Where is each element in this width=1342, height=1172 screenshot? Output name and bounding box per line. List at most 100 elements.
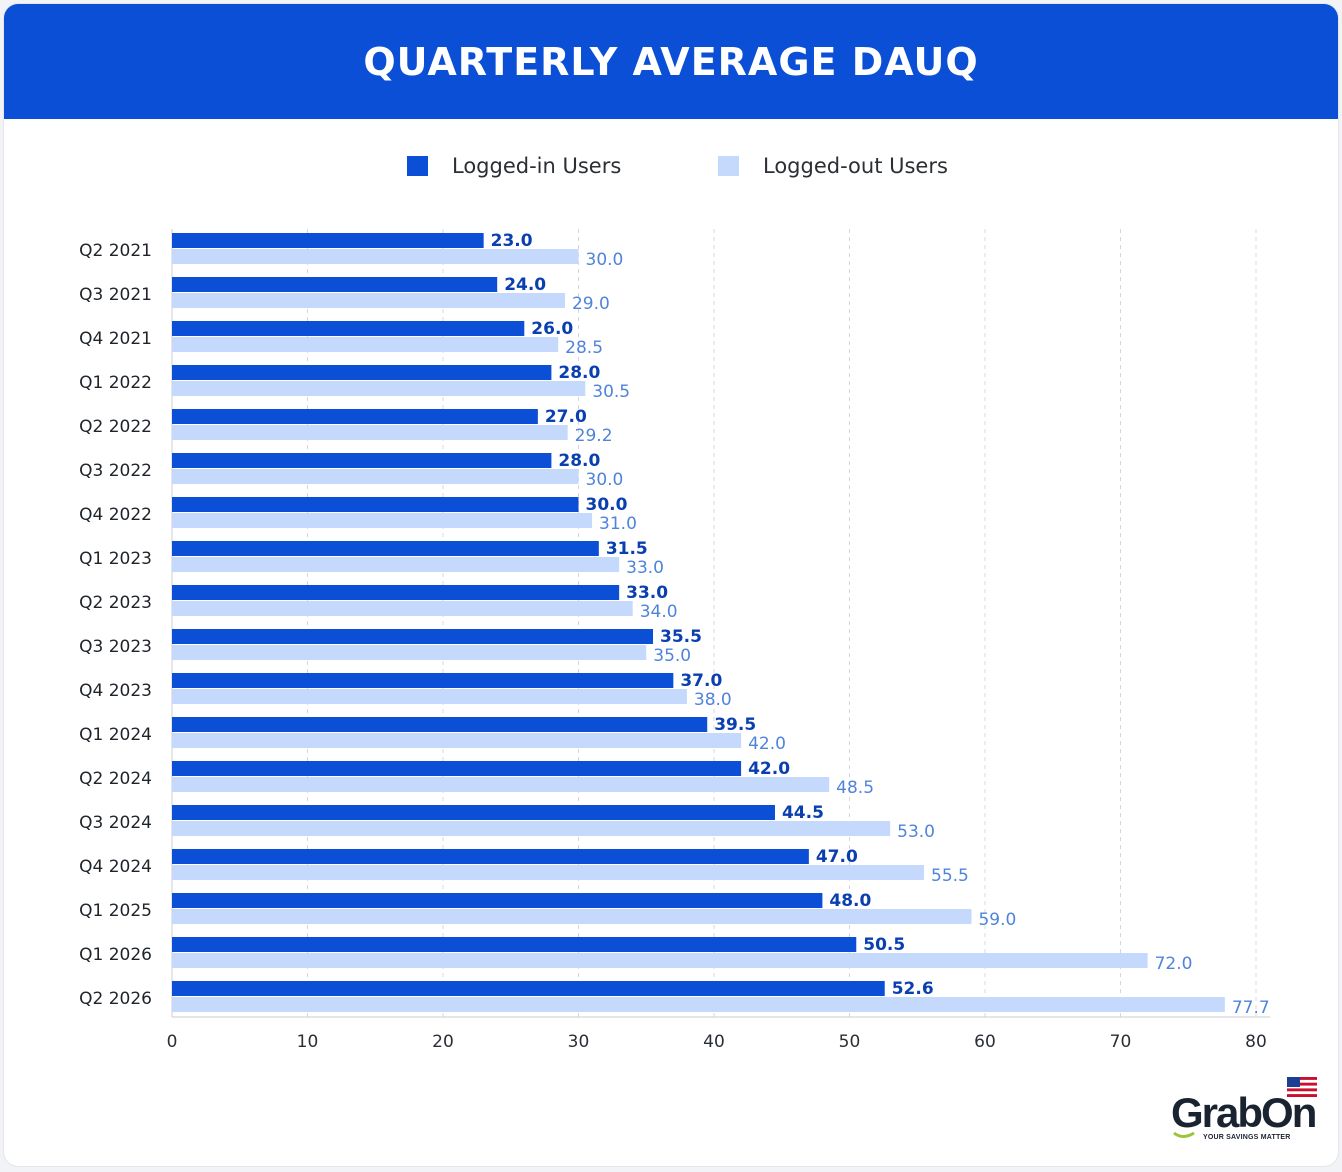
logo-tagline: YOUR SAVINGS MATTER — [1203, 1134, 1291, 1141]
value-label-logged-in-users-q2-2022: 27.0 — [545, 407, 587, 427]
value-label-logged-out-users-q4-2023: 38.0 — [694, 690, 732, 710]
category-label-q1-2025: Q1 2025 — [79, 901, 152, 921]
value-label-logged-out-users-q2-2023: 34.0 — [640, 602, 678, 622]
value-label-logged-in-users-q4-2021: 26.0 — [531, 319, 573, 339]
value-label-logged-out-users-q2-2024: 48.5 — [836, 778, 874, 798]
bar-logged-out-users-q3-2022 — [172, 469, 579, 484]
value-label-logged-in-users-q1-2023: 31.5 — [606, 539, 648, 559]
category-label-q3-2023: Q3 2023 — [79, 637, 152, 657]
value-label-logged-out-users-q1-2026: 72.0 — [1155, 954, 1193, 974]
value-label-logged-out-users-q1-2024: 42.0 — [748, 734, 786, 754]
us-flag-icon — [1287, 1077, 1317, 1097]
value-label-logged-in-users-q1-2024: 39.5 — [714, 715, 756, 735]
grabon-logo: GrabOn YOUR SAVINGS MATTER — [1167, 1077, 1327, 1147]
bar-logged-out-users-q1-2024 — [172, 733, 742, 748]
value-label-logged-in-users-q4-2024: 47.0 — [816, 847, 858, 867]
value-label-logged-in-users-q3-2022: 28.0 — [558, 451, 600, 471]
value-label-logged-in-users-q2-2026: 52.6 — [892, 979, 934, 999]
bar-logged-out-users-q3-2024 — [172, 821, 891, 836]
x-tick-label: 20 — [432, 1032, 454, 1052]
legend-label-logged-in: Logged-in Users — [452, 154, 622, 178]
x-tick-label: 60 — [974, 1032, 996, 1052]
legend: Logged-in Users Logged-out Users — [4, 154, 1338, 184]
title-banner: QUARTERLY AVERAGE DAUQ — [4, 4, 1338, 119]
bar-logged-out-users-q1-2023 — [172, 557, 620, 572]
x-tick-label: 0 — [167, 1032, 178, 1052]
legend-label-logged-out: Logged-out Users — [763, 154, 948, 178]
category-label-q2-2026: Q2 2026 — [79, 989, 152, 1009]
value-label-logged-out-users-q2-2026: 77.7 — [1232, 998, 1270, 1018]
bar-logged-out-users-q3-2021 — [172, 293, 565, 308]
category-label-q1-2024: Q1 2024 — [79, 725, 152, 745]
value-label-logged-out-users-q2-2021: 30.0 — [586, 250, 624, 270]
category-label-q2-2021: Q2 2021 — [79, 241, 152, 261]
bar-logged-in-users-q1-2022 — [172, 365, 552, 380]
bar-logged-out-users-q4-2022 — [172, 513, 593, 528]
logo-swoosh — [1173, 1131, 1195, 1138]
value-label-logged-in-users-q3-2024: 44.5 — [782, 803, 824, 823]
value-label-logged-out-users-q2-2022: 29.2 — [575, 426, 613, 446]
category-label-q2-2022: Q2 2022 — [79, 417, 152, 437]
category-label-q3-2021: Q3 2021 — [79, 285, 152, 305]
bar-logged-out-users-q3-2023 — [172, 645, 647, 660]
bar-logged-out-users-q1-2025 — [172, 909, 972, 924]
category-label-q4-2024: Q4 2024 — [79, 857, 152, 877]
bar-logged-out-users-q4-2024 — [172, 865, 925, 880]
value-label-logged-out-users-q4-2024: 55.5 — [931, 866, 969, 886]
x-tick-label: 70 — [1110, 1032, 1132, 1052]
bar-logged-in-users-q4-2024 — [172, 849, 809, 864]
category-label-q4-2021: Q4 2021 — [79, 329, 152, 349]
legend-swatch-logged-in — [407, 156, 428, 176]
bar-logged-in-users-q2-2022 — [172, 409, 538, 424]
bar-logged-in-users-q3-2024 — [172, 805, 775, 820]
bar-logged-out-users-q2-2021 — [172, 249, 579, 264]
bar-logged-in-users-q3-2023 — [172, 629, 654, 644]
category-label-q4-2022: Q4 2022 — [79, 505, 152, 525]
value-label-logged-in-users-q4-2022: 30.0 — [586, 495, 628, 515]
value-label-logged-out-users-q3-2023: 35.0 — [653, 646, 691, 666]
category-label-q2-2023: Q2 2023 — [79, 593, 152, 613]
bar-logged-in-users-q2-2026 — [172, 981, 885, 996]
value-label-logged-out-users-q1-2023: 33.0 — [626, 558, 664, 578]
value-label-logged-in-users-q2-2023: 33.0 — [626, 583, 668, 603]
value-label-logged-in-users-q1-2022: 28.0 — [558, 363, 600, 383]
value-label-logged-out-users-q3-2021: 29.0 — [572, 294, 610, 314]
bar-logged-out-users-q1-2022 — [172, 381, 586, 396]
category-label-q2-2024: Q2 2024 — [79, 769, 152, 789]
value-label-logged-out-users-q1-2025: 59.0 — [978, 910, 1016, 930]
bar-logged-in-users-q2-2021 — [172, 233, 484, 248]
value-label-logged-in-users-q1-2026: 50.5 — [863, 935, 905, 955]
value-label-logged-out-users-q3-2024: 53.0 — [897, 822, 935, 842]
category-label-q3-2022: Q3 2022 — [79, 461, 152, 481]
bar-logged-out-users-q4-2021 — [172, 337, 559, 352]
category-label-q1-2026: Q1 2026 — [79, 945, 152, 965]
bar-logged-out-users-q4-2023 — [172, 689, 687, 704]
category-label-q1-2022: Q1 2022 — [79, 373, 152, 393]
value-label-logged-in-users-q3-2023: 35.5 — [660, 627, 702, 647]
value-label-logged-in-users-q3-2021: 24.0 — [504, 275, 546, 295]
bar-logged-out-users-q2-2026 — [172, 997, 1225, 1012]
value-label-logged-out-users-q3-2022: 30.0 — [586, 470, 624, 490]
x-tick-label: 40 — [703, 1032, 725, 1052]
bar-logged-out-users-q1-2026 — [172, 953, 1148, 968]
bar-logged-out-users-q2-2023 — [172, 601, 633, 616]
bar-logged-in-users-q1-2023 — [172, 541, 599, 556]
bar-logged-in-users-q4-2022 — [172, 497, 579, 512]
value-label-logged-in-users-q4-2023: 37.0 — [680, 671, 722, 691]
value-label-logged-in-users-q2-2021: 23.0 — [491, 231, 533, 251]
bar-logged-in-users-q4-2021 — [172, 321, 525, 336]
value-label-logged-in-users-q1-2025: 48.0 — [829, 891, 871, 911]
bar-logged-in-users-q3-2022 — [172, 453, 552, 468]
bar-logged-out-users-q2-2024 — [172, 777, 830, 792]
logo-wordmark: GrabOn — [1171, 1089, 1317, 1136]
bar-logged-in-users-q2-2023 — [172, 585, 620, 600]
x-tick-label: 10 — [297, 1032, 319, 1052]
category-label-q1-2023: Q1 2023 — [79, 549, 152, 569]
category-label-q3-2024: Q3 2024 — [79, 813, 152, 833]
category-label-q4-2023: Q4 2023 — [79, 681, 152, 701]
legend-swatch-logged-out — [718, 156, 739, 176]
bar-logged-in-users-q1-2025 — [172, 893, 823, 908]
legend-item-logged-in: Logged-in Users — [407, 154, 621, 178]
value-label-logged-out-users-q1-2022: 30.5 — [592, 382, 630, 402]
legend-item-logged-out: Logged-out Users — [718, 154, 948, 178]
